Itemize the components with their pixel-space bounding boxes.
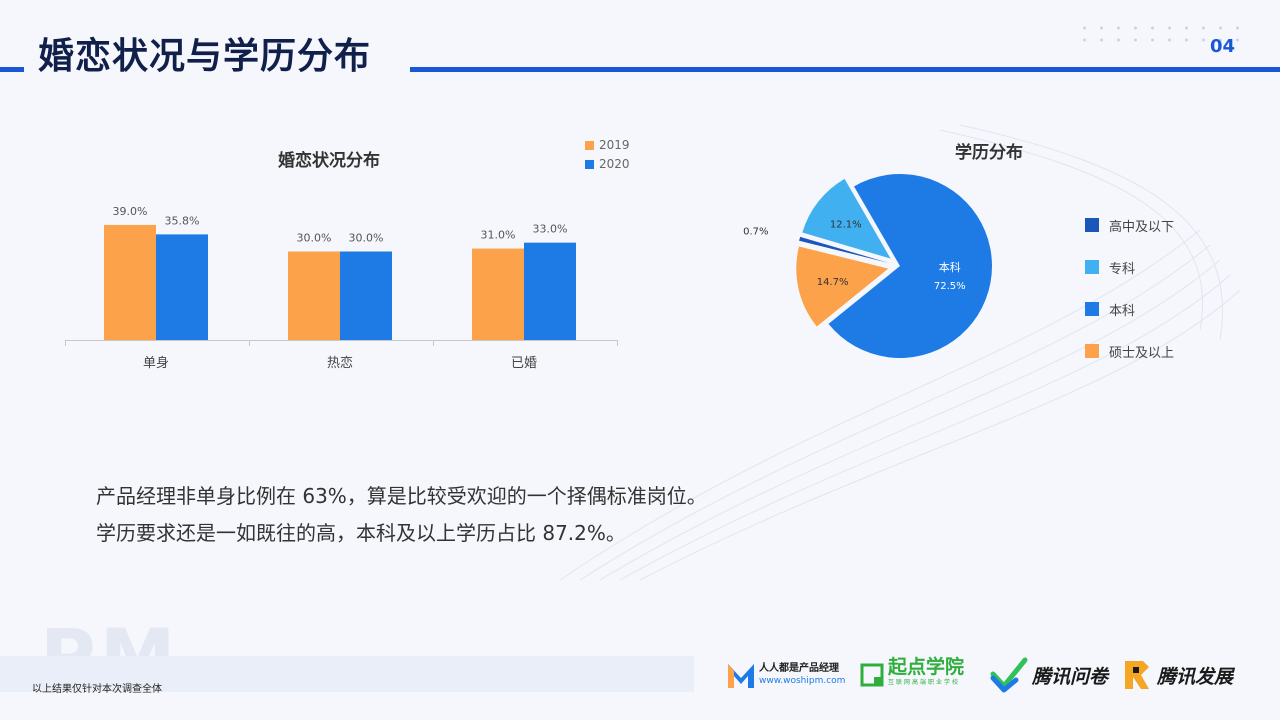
wenjuan-name: 腾讯问卷	[1032, 665, 1109, 688]
education-chart-legend: 高中及以下 专科 本科 硕士及以上	[1085, 204, 1174, 372]
qidian-icon	[860, 663, 884, 687]
legend-swatch	[1085, 344, 1099, 358]
fazhan-name: 腾讯发展	[1157, 665, 1234, 688]
background-swirl	[560, 124, 1241, 581]
legend-swatch	[585, 140, 594, 150]
page-number: 04	[1210, 36, 1236, 57]
pie-slice-3	[799, 236, 889, 263]
pie-data-label: 72.5%	[934, 281, 966, 292]
pie-data-label: 0.7%	[743, 226, 768, 237]
dot-grid-decoration	[1076, 22, 1246, 50]
legend-label: 高中及以下	[1109, 219, 1175, 235]
bar-data-label: 39.0%	[113, 205, 148, 218]
legend-label: 本科	[1109, 303, 1136, 319]
tencent-fazhan-logo: 腾讯发展	[1121, 657, 1233, 693]
bar-2020-2	[340, 251, 392, 340]
qidian-name: 起点学院	[888, 656, 965, 678]
x-tick-label: 单身	[143, 355, 169, 371]
legend-item-high-school: 高中及以下	[1085, 204, 1174, 246]
education-chart-title: 学历分布	[955, 143, 1023, 163]
legend-swatch	[1085, 218, 1099, 232]
pie-slice-1	[828, 174, 992, 358]
bar-2019-3	[472, 248, 524, 340]
woshipm-url: www.woshipm.com	[759, 676, 846, 686]
page-title: 婚恋状况与学历分布	[38, 36, 372, 77]
bar-2020-3	[524, 242, 576, 340]
legend-item-associate: 专科	[1085, 246, 1174, 288]
footer-band	[0, 656, 694, 692]
title-accent-bar-left	[0, 67, 24, 72]
summary-line-1: 产品经理非单身比例在 63%，算是比较受欢迎的一个择偶标准岗位。	[96, 484, 707, 508]
legend-item-2020: 2020	[585, 157, 630, 171]
bar-2019-2	[288, 251, 340, 340]
marriage-chart-title: 婚恋状况分布	[278, 151, 380, 171]
legend-item-bachelor: 本科	[1085, 288, 1174, 330]
check-icon	[990, 657, 1028, 693]
woshipm-name: 人人都是产品经理	[759, 663, 839, 674]
footnote: 以上结果仅针对本次调查全体	[32, 684, 162, 695]
bar-2019-1	[104, 224, 156, 340]
legend-swatch	[1085, 260, 1099, 274]
bar-2020-1	[156, 234, 208, 340]
summary-line-2: 学历要求还是一如既往的高，本科及以上学历占比 87.2%。	[96, 521, 626, 545]
bar-data-label: 30.0%	[349, 232, 384, 245]
x-tick-label: 已婚	[511, 356, 537, 371]
woshipm-m-icon	[728, 664, 754, 688]
pie-data-label: 14.7%	[817, 277, 849, 288]
legend-label: 2019	[599, 138, 630, 152]
legend-swatch	[585, 159, 594, 169]
tencent-wenjuan-logo: 腾讯问卷	[990, 656, 1108, 694]
pie-data-label: 12.1%	[830, 219, 862, 230]
bar-data-label: 30.0%	[297, 232, 332, 245]
qidian-logo: 起点学院 互联网高端职业学校	[860, 656, 965, 691]
x-tick-label: 热恋	[327, 355, 353, 371]
legend-label: 2020	[599, 157, 630, 171]
qidian-subtitle: 互联网高端职业学校	[888, 679, 961, 686]
marriage-chart-legend: 2019 2020	[585, 138, 630, 171]
education-pie-chart: 本科 72.5% 14.7% 0.7% 12.1%	[743, 174, 992, 358]
title-accent-bar-right	[410, 67, 1280, 72]
pie-slice-4	[802, 178, 891, 259]
pie-slice-2	[796, 246, 889, 327]
legend-item-master: 硕士及以上	[1085, 330, 1174, 372]
legend-label: 硕士及以上	[1109, 345, 1175, 361]
bar-data-label: 35.8%	[165, 214, 200, 227]
pie-slice-name-label: 本科	[939, 260, 961, 274]
legend-item-2019: 2019	[585, 138, 630, 152]
legend-swatch	[1085, 302, 1099, 316]
bar-data-label: 33.0%	[533, 223, 568, 236]
bar-data-label: 31.0%	[481, 229, 516, 242]
legend-label: 专科	[1109, 261, 1136, 277]
marriage-bar-chart: 39.0% 35.8% 单身 30.0% 30.0% 热恋 31.0% 33.0% 已婚	[65, 205, 618, 371]
woshipm-logo: 人人都是产品经理 www.woshipm.com	[726, 660, 845, 690]
fazhan-icon	[1125, 661, 1149, 689]
